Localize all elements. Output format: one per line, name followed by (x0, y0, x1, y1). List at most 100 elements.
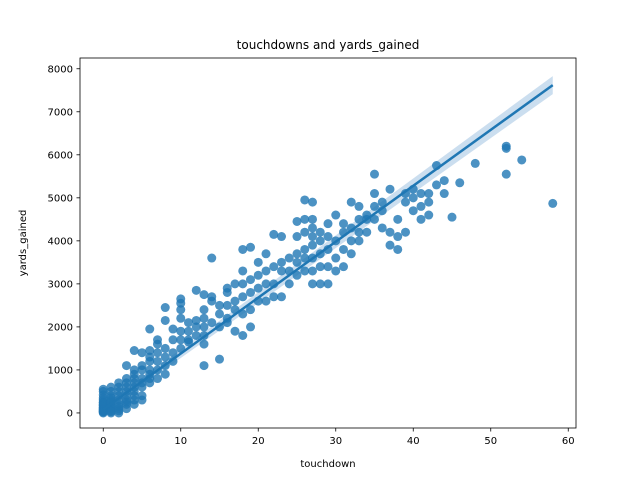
data-point (339, 244, 348, 254)
data-point (370, 201, 379, 211)
data-point (432, 180, 441, 190)
data-point (184, 326, 193, 336)
data-point (346, 249, 356, 259)
data-point (114, 378, 124, 388)
data-point (153, 335, 162, 345)
data-point (416, 201, 426, 211)
data-point (238, 279, 248, 289)
data-point (416, 189, 426, 199)
data-point (277, 232, 286, 242)
data-point (300, 214, 310, 224)
data-point (168, 348, 178, 358)
data-point (230, 279, 240, 289)
data-point (393, 232, 403, 242)
data-point (308, 197, 317, 207)
data-point (300, 227, 310, 237)
data-point (277, 266, 286, 276)
data-point (385, 184, 395, 194)
x-tick-label: 60 (562, 436, 575, 447)
data-point (246, 275, 255, 285)
data-point (269, 229, 279, 239)
data-point (253, 257, 263, 267)
data-point (246, 322, 255, 332)
data-point (308, 214, 317, 224)
data-point (137, 361, 147, 371)
data-point (315, 236, 325, 246)
data-point (315, 227, 325, 237)
x-tick-label: 50 (484, 436, 497, 447)
data-point (246, 287, 255, 297)
data-point (176, 326, 186, 336)
data-point (199, 313, 209, 323)
regression-line-path (102, 84, 554, 411)
data-point (346, 197, 356, 207)
data-point (191, 331, 201, 340)
data-point (106, 382, 116, 392)
chart-title: touchdowns and yards_gained (237, 38, 420, 52)
data-point (168, 335, 178, 345)
scatter-points (98, 141, 558, 418)
x-tick-label: 30 (329, 436, 342, 447)
data-point (277, 257, 286, 267)
data-point (176, 335, 186, 345)
data-point (455, 178, 465, 188)
data-point (269, 262, 279, 272)
data-point (354, 201, 364, 211)
data-point (160, 303, 170, 313)
data-point (284, 253, 294, 263)
data-point (261, 279, 271, 289)
data-point (362, 227, 372, 237)
y-tick-label: 4000 (48, 236, 73, 247)
data-point (176, 313, 186, 323)
data-point (308, 240, 317, 250)
data-point (424, 210, 434, 220)
x-tick-label: 20 (252, 436, 265, 447)
data-point (308, 232, 317, 242)
data-point (261, 249, 271, 259)
data-point (160, 343, 170, 353)
data-point (308, 266, 317, 276)
data-point (230, 296, 240, 306)
data-point (153, 374, 162, 384)
data-point (246, 305, 255, 315)
data-point (168, 324, 178, 334)
data-point (315, 262, 325, 272)
data-point (98, 398, 108, 408)
data-point (323, 279, 333, 289)
plot-frame (79, 57, 577, 429)
data-point (153, 348, 162, 358)
data-point (401, 227, 410, 237)
x-tick-label: 0 (100, 436, 106, 447)
data-point (199, 322, 209, 332)
data-point (470, 158, 480, 168)
data-point (145, 365, 155, 375)
data-point (215, 300, 224, 310)
y-tick-label: 3000 (48, 279, 73, 290)
data-point (323, 262, 333, 272)
data-point (277, 292, 286, 302)
data-point (184, 337, 193, 347)
data-point (238, 292, 248, 302)
data-point (114, 401, 124, 411)
data-point (292, 216, 302, 226)
data-point (300, 195, 310, 205)
data-point (253, 270, 263, 280)
y-axis-ticks: 0 1000 2000 3000 4000 5000 6000 7000 8000 (48, 64, 80, 419)
data-point (339, 262, 348, 272)
data-point (416, 214, 426, 224)
data-point (385, 227, 395, 237)
data-point (222, 283, 232, 293)
regression-line (102, 84, 554, 411)
y-tick-label: 5000 (48, 193, 73, 204)
data-point (215, 309, 224, 319)
data-point (106, 407, 116, 417)
data-point (284, 279, 294, 289)
data-point (145, 352, 155, 362)
data-point (300, 244, 310, 254)
data-point (300, 266, 310, 276)
data-point (122, 397, 131, 407)
data-point (160, 352, 170, 362)
data-point (339, 219, 348, 229)
data-point (137, 395, 147, 405)
